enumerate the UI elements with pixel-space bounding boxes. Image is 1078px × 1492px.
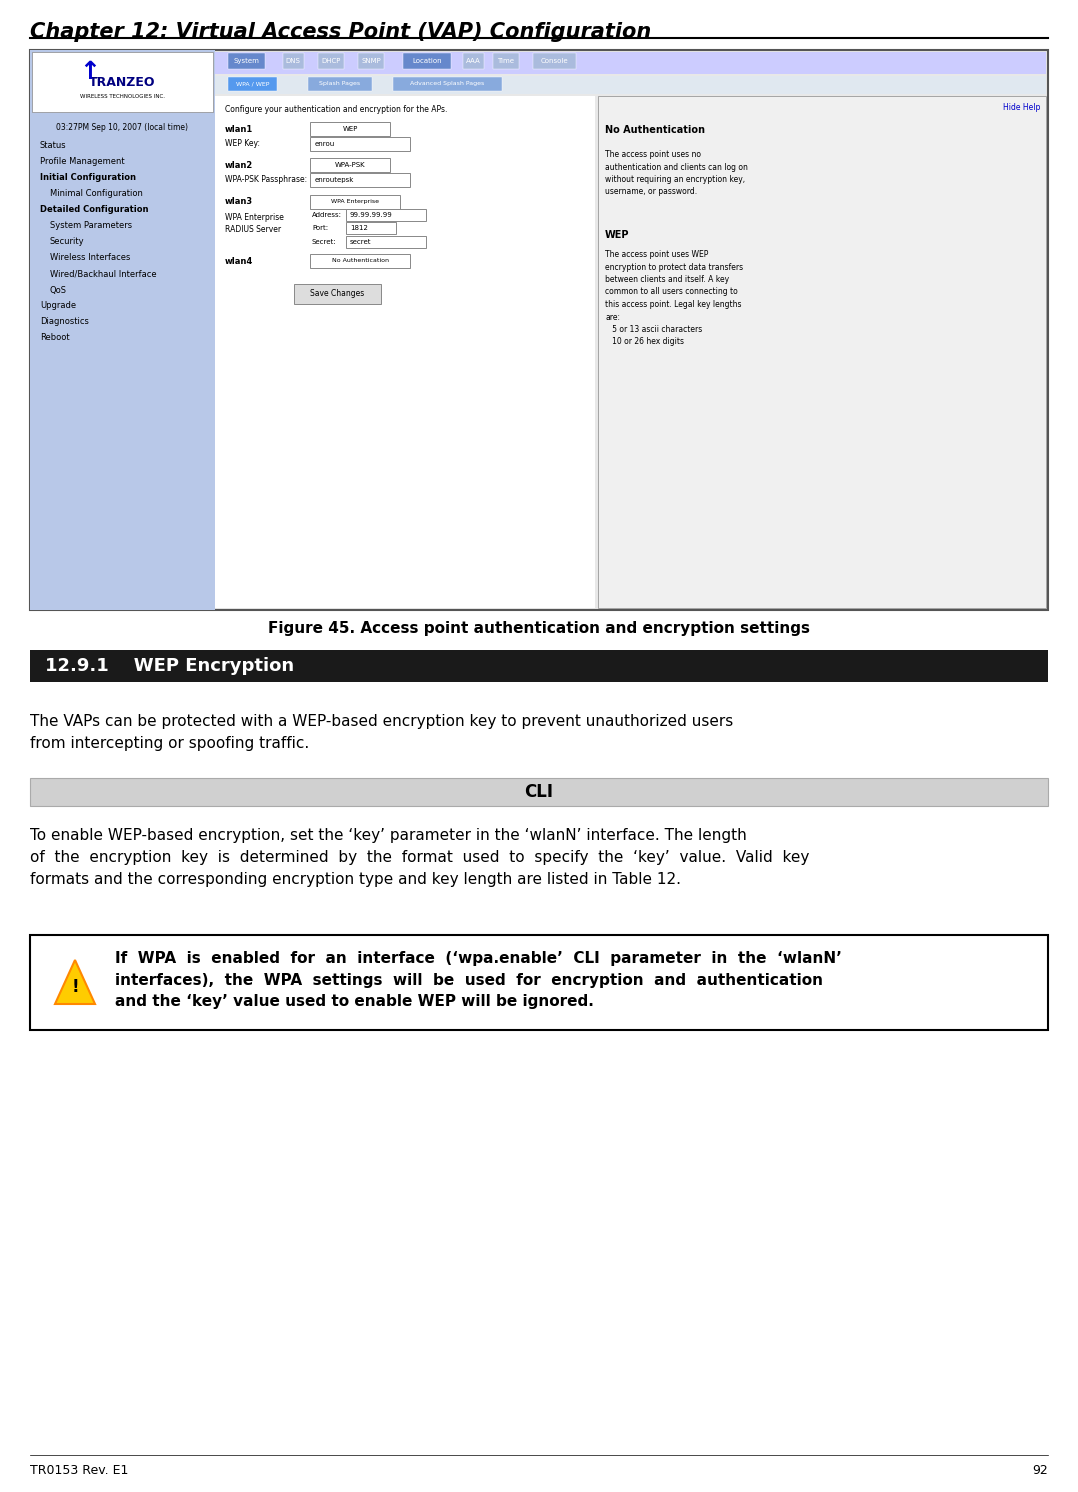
Text: !: ! [71, 977, 79, 997]
Text: Secret:: Secret: [312, 239, 336, 245]
Text: WPA Enterprise: WPA Enterprise [225, 213, 284, 222]
Text: Address:: Address: [312, 212, 342, 218]
Text: QoS: QoS [50, 285, 67, 294]
Text: wlan3: wlan3 [225, 197, 253, 206]
Text: WEP Key:: WEP Key: [225, 139, 260, 149]
Text: 99.99.99.99: 99.99.99.99 [350, 212, 392, 218]
Text: enroutepsk: enroutepsk [315, 178, 355, 184]
Text: Detailed Configuration: Detailed Configuration [40, 206, 149, 215]
Text: Chapter 12: Virtual Access Point (VAP) Configuration: Chapter 12: Virtual Access Point (VAP) C… [30, 22, 651, 42]
Text: SNMP: SNMP [361, 58, 381, 64]
Text: The access point uses WEP
encryption to protect data transfers
between clients a: The access point uses WEP encryption to … [605, 251, 743, 346]
Text: Minimal Configuration: Minimal Configuration [50, 189, 143, 198]
Text: Security: Security [50, 237, 85, 246]
Text: To enable WEP-based encryption, set the ‘key’ parameter in the ‘wlanN’ interface: To enable WEP-based encryption, set the … [30, 828, 810, 888]
Text: 03:27PM Sep 10, 2007 (local time): 03:27PM Sep 10, 2007 (local time) [56, 124, 188, 133]
Text: WIRELESS TECHNOLOGIES INC.: WIRELESS TECHNOLOGIES INC. [80, 94, 165, 98]
Text: Advanced Splash Pages: Advanced Splash Pages [411, 82, 485, 87]
Text: WEP: WEP [343, 125, 358, 131]
Text: System: System [234, 58, 260, 64]
Text: If  WPA  is  enabled  for  an  interface  (‘wpa.enable’  CLI  parameter  in  the: If WPA is enabled for an interface (‘wpa… [115, 950, 842, 1009]
Text: WPA-PSK: WPA-PSK [334, 163, 365, 169]
Bar [308, 78, 372, 91]
Text: The VAPs can be protected with a WEP-based encryption key to prevent unauthorize: The VAPs can be protected with a WEP-bas… [30, 715, 733, 750]
Text: WPA-PSK Passphrase:: WPA-PSK Passphrase: [225, 176, 307, 185]
Bar [393, 78, 502, 91]
Polygon shape [55, 959, 95, 1004]
Bar [310, 122, 390, 136]
Text: Splash Pages: Splash Pages [319, 82, 360, 87]
Text: Location: Location [412, 58, 442, 64]
Text: RADIUS Server: RADIUS Server [225, 225, 281, 234]
Text: Diagnostics: Diagnostics [40, 318, 88, 327]
Text: TRANZEO: TRANZEO [88, 76, 155, 88]
Text: Time: Time [498, 58, 514, 64]
Text: wlan1: wlan1 [225, 125, 253, 134]
Bar [346, 209, 426, 221]
Text: 12.9.1    WEP Encryption: 12.9.1 WEP Encryption [45, 656, 294, 674]
Text: secret: secret [350, 239, 372, 245]
Bar [533, 54, 576, 69]
FancyBboxPatch shape [294, 283, 381, 304]
Bar [32, 52, 213, 112]
Text: 1812: 1812 [350, 225, 368, 231]
Text: Console: Console [540, 58, 568, 64]
Bar [403, 54, 451, 69]
Bar [310, 137, 410, 151]
Text: System Parameters: System Parameters [50, 221, 133, 230]
Text: Wireless Interfaces: Wireless Interfaces [50, 254, 130, 263]
Bar [30, 935, 1048, 1029]
Text: The access point uses no
authentication and clients can log on
without requiring: The access point uses no authentication … [605, 151, 748, 197]
Text: ↑: ↑ [80, 60, 100, 84]
Bar [462, 54, 484, 69]
Bar [346, 236, 426, 248]
Text: WEP: WEP [605, 230, 630, 240]
Bar [284, 54, 304, 69]
Bar [229, 78, 277, 91]
Text: CLI: CLI [525, 783, 553, 801]
Bar [493, 54, 519, 69]
Bar [229, 54, 265, 69]
Text: TR0153 Rev. E1: TR0153 Rev. E1 [30, 1464, 128, 1477]
Bar [318, 54, 344, 69]
Bar [30, 651, 1048, 682]
Bar [215, 52, 1046, 75]
Text: Configure your authentication and encryption for the APs.: Configure your authentication and encryp… [225, 106, 447, 115]
Bar [346, 222, 396, 234]
Bar [30, 51, 215, 610]
Text: Port:: Port: [312, 225, 328, 231]
Bar [358, 54, 384, 69]
FancyBboxPatch shape [30, 51, 1048, 610]
Text: No Authentication: No Authentication [605, 125, 705, 134]
Text: WPA / WEP: WPA / WEP [236, 82, 270, 87]
Text: DHCP: DHCP [321, 58, 341, 64]
Text: Save Changes: Save Changes [309, 289, 364, 298]
Text: Wired/Backhaul Interface: Wired/Backhaul Interface [50, 270, 156, 279]
Text: 92: 92 [1033, 1464, 1048, 1477]
Text: No Authentication: No Authentication [332, 258, 388, 264]
Text: wlan4: wlan4 [225, 258, 253, 267]
Bar [310, 158, 390, 172]
Text: wlan2: wlan2 [225, 161, 253, 170]
Bar [310, 173, 410, 186]
Text: AAA: AAA [466, 58, 481, 64]
Text: Reboot: Reboot [40, 334, 70, 343]
Text: enrou: enrou [315, 142, 335, 148]
Bar [30, 777, 1048, 806]
Bar [310, 195, 400, 209]
Text: Figure 45. Access point authentication and encryption settings: Figure 45. Access point authentication a… [268, 621, 810, 636]
Bar [310, 254, 410, 269]
Text: Hide Help: Hide Help [1003, 103, 1040, 112]
Text: Status: Status [40, 140, 67, 149]
Text: DNS: DNS [286, 58, 301, 64]
Text: Profile Management: Profile Management [40, 158, 125, 167]
Text: Upgrade: Upgrade [40, 301, 77, 310]
Text: Initial Configuration: Initial Configuration [40, 173, 136, 182]
Bar [598, 95, 1046, 609]
Bar [215, 95, 595, 609]
Text: WPA Enterprise: WPA Enterprise [331, 200, 379, 204]
Bar [215, 76, 1046, 94]
